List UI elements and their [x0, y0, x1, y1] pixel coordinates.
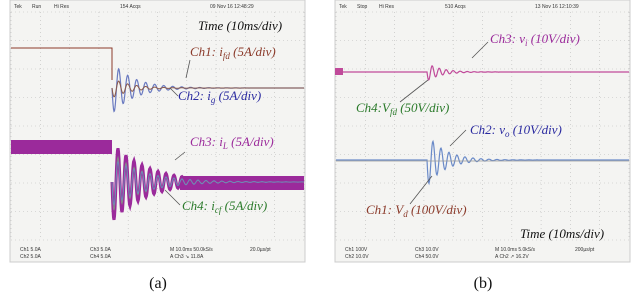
- footer-text: Ch2 5.0A: [20, 254, 42, 260]
- footer-text: A Ch3 ↘ 11.8A: [170, 254, 204, 260]
- footer-text: Ch4 5.0A: [90, 254, 112, 260]
- caption: (b): [474, 275, 493, 292]
- marker: [335, 68, 343, 75]
- label-text: (5A/div): [228, 134, 274, 149]
- footer-text: Ch2 10.0V: [345, 254, 369, 260]
- footer-text: 20.0µs/pt: [250, 247, 271, 253]
- footer-text: Ch4 50.0V: [415, 254, 439, 260]
- label-text: (10V/div): [510, 122, 562, 137]
- channel-label: Ch1: ifd (5A/div): [190, 44, 276, 61]
- label-text: (5A/div): [230, 44, 276, 59]
- screen: [10, 0, 305, 262]
- header-text: 09 Nov 16 12:48:29: [210, 4, 254, 10]
- channel-label: Time (10ms/div): [198, 18, 282, 33]
- channel-label: Ch4:Vfd (50V/div): [356, 100, 449, 117]
- label-text: Ch4: i: [182, 198, 215, 213]
- footer-text: 200µs/pt: [575, 247, 595, 253]
- label-text: (50V/div): [397, 100, 449, 115]
- header-text: Hi Res: [379, 4, 395, 10]
- label-text: (5A/div): [221, 198, 267, 213]
- header-text: 154 Acqs: [120, 4, 141, 10]
- label-text: Ch4:V: [356, 100, 392, 115]
- trace-band: [11, 140, 112, 154]
- footer-text: A Ch2 ↗ 16.2V: [495, 254, 529, 260]
- channel-label: Ch2: vo (10V/div): [470, 122, 562, 139]
- label-text: Time (10ms/div): [198, 18, 282, 33]
- label-text: (10V/div): [528, 31, 580, 46]
- label-text: Time (10ms/div): [520, 226, 604, 241]
- label-text: Ch2: i: [178, 88, 211, 103]
- header-text: Stop: [357, 4, 368, 10]
- footer-text: Ch3 10.0V: [415, 247, 439, 253]
- header-text: 510 Acqs: [445, 4, 466, 10]
- header-text: Tek: [339, 4, 347, 10]
- channel-label: Ch3: iL (5A/div): [190, 134, 274, 151]
- label-text: (100V/div): [408, 202, 467, 217]
- channel-label: Ch1: Vd (100V/div): [366, 202, 467, 219]
- header-text: 13 Nov 16 12:10:39: [535, 4, 579, 10]
- label-text: Ch1: V: [366, 202, 405, 217]
- footer-text: Ch1 100V: [345, 247, 368, 253]
- header-text: Run: [32, 4, 41, 10]
- label-text: Ch3: i: [190, 134, 223, 149]
- footer-text: Ch3 5.0A: [90, 247, 112, 253]
- label-text: Ch2: v: [470, 122, 505, 137]
- caption: (a): [149, 275, 167, 292]
- footer-text: M 10.0ms 50.0kS/s: [170, 247, 213, 253]
- footer-text: M 10.0ms 5.0kS/s: [495, 247, 536, 253]
- channel-label: Ch2: ig (5A/div): [178, 88, 261, 105]
- channel-label: Time (10ms/div): [520, 226, 604, 241]
- figure: Tek Run Hi Res 154 Acqs 09 Nov 16 12:48:29 Ch…: [0, 0, 641, 297]
- footer-text: Ch1 5.0A: [20, 247, 42, 253]
- label-text: Ch1: i: [190, 44, 223, 59]
- channel-label: Ch4: icf (5A/div): [182, 198, 267, 215]
- header-text: Hi Res: [54, 4, 70, 10]
- label-text: (5A/div): [215, 88, 261, 103]
- channel-label: Ch3: vi (10V/div): [490, 31, 580, 48]
- header-text: Tek: [14, 4, 22, 10]
- label-text: Ch3: v: [490, 31, 525, 46]
